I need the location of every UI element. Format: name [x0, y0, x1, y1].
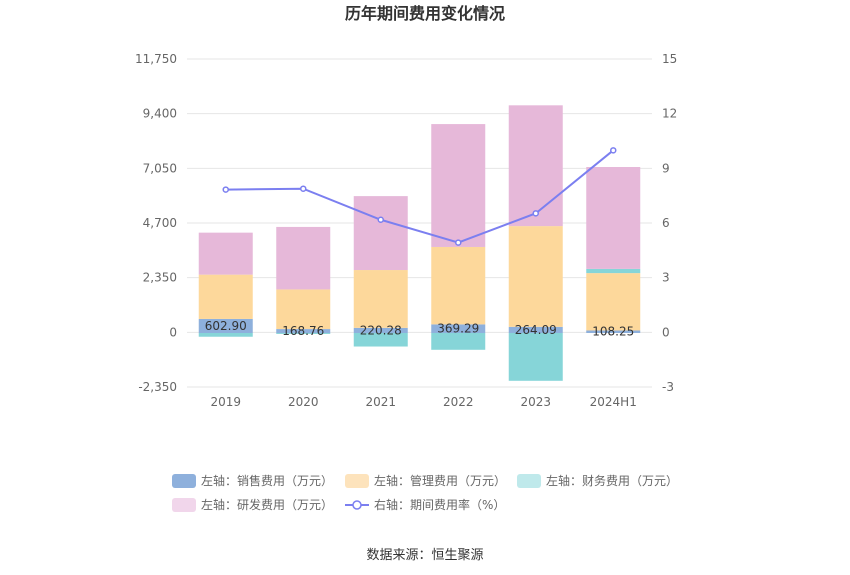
data-labels: 602.90 168.76 220.28 369.29 264.09 108.25 [205, 319, 635, 339]
bar-segment [276, 329, 331, 333]
data-label: 220.28 [360, 323, 402, 337]
bar-segment [586, 268, 641, 274]
right-axis: -3 0 3 6 9 12 15 [662, 52, 677, 394]
right-tick-label: 0 [662, 325, 670, 339]
source-note: 数据来源：恒生聚源 [366, 548, 483, 563]
data-label: 602.90 [205, 319, 247, 333]
right-tick-label: -3 [662, 380, 674, 394]
right-tick-label: 3 [662, 271, 670, 285]
bar-segment [431, 333, 486, 350]
ratio-point [222, 186, 229, 193]
right-tick-label: 15 [662, 52, 677, 66]
bar-segment [586, 330, 641, 333]
bar-segment [431, 124, 486, 247]
bar-segment [276, 333, 331, 334]
legend[interactable]: 左轴：销售费用（万元） 左轴：管理费用（万元） 左轴：财务费用（万元） 左轴：研发费用… [172, 473, 678, 512]
left-tick-label: -2,350 [138, 380, 177, 394]
legend-label[interactable]: 右轴：期间费用率（%） [374, 497, 505, 512]
ratio-point [532, 210, 539, 217]
legend-swatch[interactable] [172, 498, 196, 512]
legend-label[interactable]: 左轴：销售费用（万元） [201, 473, 333, 488]
legend-swatch[interactable] [517, 474, 541, 488]
bar-segment [276, 226, 331, 290]
bar-segment [353, 196, 408, 271]
ratio-line-path [225, 149, 614, 244]
bar-segment [586, 167, 641, 269]
right-tick-label: 9 [662, 161, 670, 175]
bar-segment [508, 326, 563, 333]
ratio-point [300, 185, 307, 192]
legend-swatch[interactable] [172, 474, 196, 488]
left-tick-label: 11,750 [135, 52, 177, 66]
data-label: 264.09 [515, 323, 557, 337]
bar-segment [431, 324, 486, 333]
legend-label[interactable]: 左轴：研发费用（万元） [201, 497, 333, 512]
bar-segment [198, 318, 253, 333]
bar-segment [431, 246, 486, 325]
right-tick-label: 6 [662, 216, 670, 230]
x-tick-label: 2022 [443, 395, 474, 409]
bar-segment [508, 333, 563, 381]
bar-segment [586, 273, 641, 331]
bar-segment [508, 226, 563, 327]
ratio-point [455, 239, 462, 246]
bar-segment [353, 327, 408, 333]
bar-segment [276, 289, 331, 330]
x-tick-label: 2023 [520, 395, 551, 409]
x-tick-label: 2021 [365, 395, 396, 409]
x-tick-label: 2019 [210, 395, 241, 409]
bar-segment [353, 270, 408, 328]
left-tick-label: 9,400 [143, 107, 177, 121]
left-tick-label: 0 [169, 325, 177, 339]
data-label: 369.29 [437, 322, 479, 336]
x-tick-label: 2024H1 [590, 395, 637, 409]
ratio-point [610, 147, 617, 154]
left-tick-label: 4,700 [143, 216, 177, 230]
bar-segment [198, 274, 253, 319]
bars [198, 105, 641, 381]
ratio-point [377, 216, 384, 223]
right-tick-label: 12 [662, 107, 677, 121]
left-axis: -2,350 0 2,350 4,700 7,050 9,400 11,750 [135, 52, 177, 394]
legend-label[interactable]: 左轴：管理费用（万元） [374, 473, 506, 488]
data-label: 168.76 [282, 324, 324, 338]
bar-segment [353, 333, 408, 347]
bar-segment [198, 333, 253, 337]
bar-segment [508, 105, 563, 227]
x-axis: 2019 2020 2021 2022 2023 2024H1 [210, 395, 636, 409]
grid-lines [187, 58, 652, 388]
data-label: 108.25 [592, 325, 634, 339]
legend-swatch[interactable] [345, 474, 369, 488]
chart-title: 历年期间费用变化情况 [345, 4, 505, 23]
ratio-line [222, 147, 617, 246]
left-tick-label: 2,350 [143, 271, 177, 285]
bar-segment [198, 232, 253, 275]
legend-swatch-marker[interactable] [352, 500, 362, 510]
left-tick-label: 7,050 [143, 161, 177, 175]
legend-label[interactable]: 左轴：财务费用（万元） [546, 473, 678, 488]
x-tick-label: 2020 [288, 395, 319, 409]
